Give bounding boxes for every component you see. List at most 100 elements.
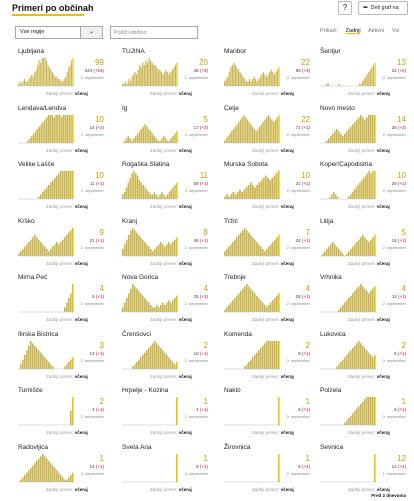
case-bar xyxy=(266,340,268,369)
tab-all[interactable]: Vsi xyxy=(391,28,400,34)
case-bar xyxy=(64,114,67,143)
municipality-card[interactable]: Mirna Peč 4 5 (+1) 2. september Zadnji prime… xyxy=(18,274,114,332)
case-bar xyxy=(264,119,266,143)
case-bar xyxy=(227,135,229,143)
case-bar xyxy=(256,241,258,256)
case-bar xyxy=(172,300,174,312)
active-cases-value: 22 xyxy=(301,58,310,67)
case-bar xyxy=(242,229,244,256)
case-bar xyxy=(132,366,134,369)
case-bar xyxy=(260,347,262,369)
case-bar xyxy=(256,185,259,199)
case-bar xyxy=(168,356,170,369)
total-cases-line: 22 (+2) xyxy=(392,68,406,73)
case-bar xyxy=(170,302,172,312)
municipality-card[interactable]: Maribor 22 88 (+4) 2. september Zadnji prime… xyxy=(224,48,320,106)
case-bar xyxy=(258,349,260,369)
case-bar xyxy=(331,194,333,199)
municipality-card[interactable]: Komenda 2 8 (+1) 2. september Zadnji primer:… xyxy=(224,331,320,389)
municipality-card[interactable]: Ig 5 17 (+2) 2. september Zadnji primer: vče… xyxy=(122,105,218,163)
municipality-card[interactable]: Koper/Capodistria 10 29 (+1) 2. september Za… xyxy=(320,161,414,219)
tab-active[interactable]: Aktivni xyxy=(368,28,385,34)
pagination[interactable]: Pred 2 dnevoma xyxy=(371,493,406,498)
last-case-when: včeraj xyxy=(280,486,294,492)
case-bar xyxy=(159,69,161,86)
municipality-card[interactable]: Nova Gorica 4 25 (+1) 2. september Zadnji pr… xyxy=(122,274,218,332)
municipality-card[interactable]: TUJINA 20 48 (+3) 1. september Zadnji primer… xyxy=(122,48,218,106)
municipality-card[interactable]: Krško 9 21 (+1) 2. september Zadnji primer: … xyxy=(18,218,114,276)
last-case-footer: Zadnji primer: včeraj xyxy=(348,204,390,209)
case-bar xyxy=(365,76,367,86)
case-bar xyxy=(253,128,256,143)
case-bar xyxy=(174,363,176,369)
municipality-card[interactable]: Trebnje 4 26 (+1) 2. september Zadnji primer… xyxy=(224,274,320,332)
municipality-card[interactable]: Murska Sobota 10 31 (+1) 2. september Zadnji… xyxy=(224,161,320,219)
municipality-card[interactable]: Sveta Ana 1 9 (+1) 2. september Zadnji prime… xyxy=(122,444,218,501)
case-bar xyxy=(336,246,338,256)
case-bar xyxy=(30,340,32,369)
last-case-date: 2. september xyxy=(286,414,310,419)
last-case-date: 2. september xyxy=(80,470,104,476)
case-bar xyxy=(160,347,162,369)
case-bar xyxy=(70,114,72,143)
municipality-card[interactable]: Ljubljana 99 344 (+14) 2. september Zadnji p… xyxy=(18,48,114,106)
last-case-date: 2. september xyxy=(184,188,208,193)
help-button[interactable]: ? xyxy=(338,1,352,15)
case-bar xyxy=(145,60,147,86)
municipality-card[interactable]: Lukovica 2 5 (+1) 2. september Zadnji primer… xyxy=(320,331,414,389)
municipality-name: Koper/Capodistria xyxy=(320,161,373,168)
last-case-footer: Zadnji primer: včeraj xyxy=(46,204,88,209)
case-bar xyxy=(134,229,136,256)
daily-delta-value: (+1) xyxy=(301,407,310,412)
search-input[interactable] xyxy=(110,26,198,39)
case-bar xyxy=(234,239,236,256)
municipality-card[interactable]: Kranj 8 46 (+1) 2. september Zadnji primer: … xyxy=(122,218,218,276)
case-bar xyxy=(366,291,368,312)
municipality-card[interactable]: Lendava/Lendva 10 14 (+2) 2. september Zadnj… xyxy=(18,105,114,163)
tab-latest[interactable]: Zadnji xyxy=(345,28,361,34)
municipality-card[interactable]: Turnišče 2 4 (+1) 2. september Zadnji primer… xyxy=(18,387,114,445)
chevron-down-icon[interactable]: ⌄ xyxy=(80,27,102,38)
case-bar xyxy=(258,79,260,86)
municipality-card[interactable]: Žirovnica 1 6 (+1) 2. september Zadnji prime… xyxy=(224,444,320,501)
municipality-card[interactable]: Tržič 7 24 (+1) 2. september Zadnji primer: … xyxy=(224,218,320,276)
municipality-card[interactable]: Nakló 1 6 (+1) 2. september Zadnji primer: v… xyxy=(224,387,320,445)
case-bar xyxy=(250,288,252,312)
last-case-footer: Zadnji primer: včeraj xyxy=(252,317,294,322)
case-bar xyxy=(140,182,143,199)
daily-delta-value: (+1) xyxy=(397,463,406,469)
municipality-card[interactable]: Hrpelje - Kozina 1 4 (+1) 2. september Zadnj… xyxy=(122,387,218,445)
case-bar xyxy=(64,171,66,199)
case-bar xyxy=(264,74,266,86)
case-bar xyxy=(139,65,141,86)
case-bar xyxy=(269,72,271,86)
daily-delta-value: (+1) xyxy=(301,181,310,186)
case-bar xyxy=(52,366,54,369)
total-cases-value: 9 xyxy=(196,463,199,469)
municipality-card[interactable]: Polzela 1 6 (+1) 2. september Zadnji primer:… xyxy=(320,387,414,445)
case-bar xyxy=(24,246,26,256)
municipality-card[interactable]: Sevnica 12 12 (+1) 1. september Zadnji prime… xyxy=(320,444,414,501)
case-bar xyxy=(245,187,248,199)
case-bar xyxy=(57,79,59,86)
municipality-card[interactable]: Vrhnika 4 11 (+1) 2. september Zadnji primer… xyxy=(320,274,414,332)
municipality-card[interactable]: Ilirska Bistrica 3 13 (+1) 2. september Zadn… xyxy=(18,331,114,389)
case-bar xyxy=(27,140,29,143)
total-cases-line: 6 (+1) xyxy=(298,464,310,469)
municipality-card[interactable]: Celje 22 71 (+1) 2. september Zadnji primer:… xyxy=(224,105,320,163)
municipality-card[interactable]: Litija 5 18 (+1) 2. september Zadnji primer:… xyxy=(320,218,414,276)
case-bar xyxy=(172,187,174,199)
municipality-card[interactable]: Novo mesto 14 28 (+2) 2. september Zadnji pr… xyxy=(320,105,414,163)
case-bar xyxy=(56,175,58,199)
municipality-card[interactable]: Črenšovci 2 10 (+1) 2. september Zadnji prim… xyxy=(122,331,218,389)
region-select[interactable]: Vse regije ⌄ xyxy=(15,26,103,39)
last-case-footer: Zadnji primer: včeraj xyxy=(150,148,192,153)
municipality-card[interactable]: Šentjur 13 22 (+2) 2. september Zadnji prime… xyxy=(320,48,414,106)
share-button[interactable]: ➦ Deli graf na xyxy=(358,1,408,15)
case-bar xyxy=(156,246,158,256)
municipality-card[interactable]: Velike Lašče 10 11 (+1) 2. september Zadnji … xyxy=(18,161,114,219)
case-bar xyxy=(30,467,32,482)
municipality-card[interactable]: Radovljica 1 14 (+1) 2. september Zadnji pri… xyxy=(18,444,114,501)
case-bar xyxy=(18,83,20,86)
municipality-card[interactable]: Rogaška Slatina 11 69 (+1) 2. september Zadn… xyxy=(122,161,218,219)
